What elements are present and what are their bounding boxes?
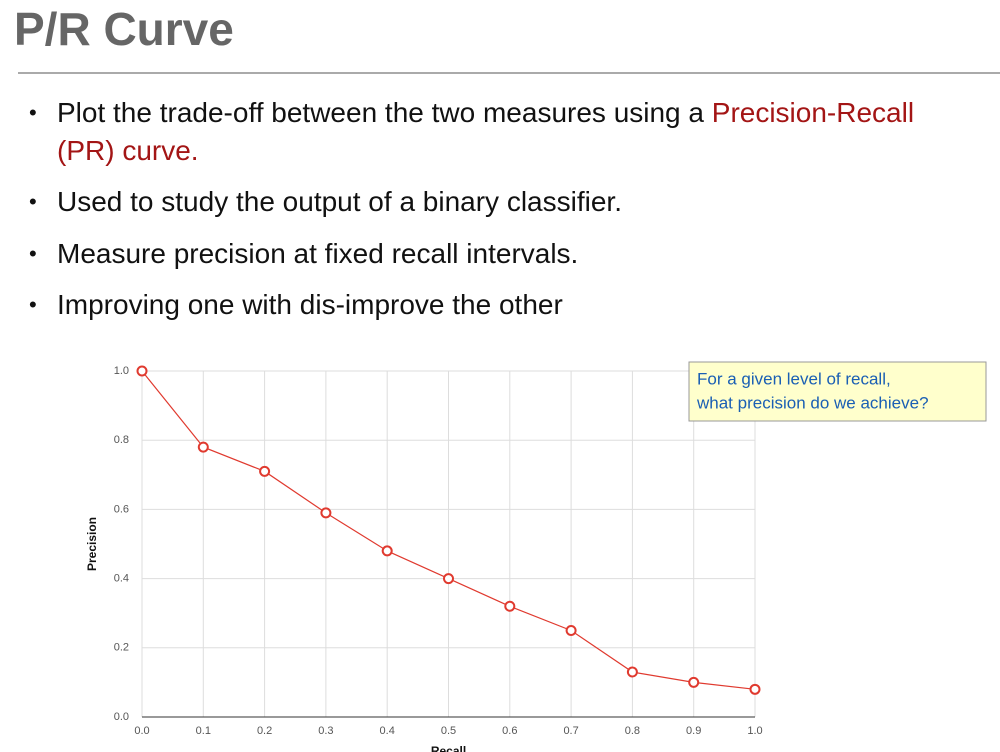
x-tick-label: 0.3 [318, 725, 333, 737]
point [136, 365, 148, 377]
point [320, 507, 332, 519]
point [197, 441, 209, 453]
point [626, 666, 638, 678]
y-tick-label: 0.2 [114, 642, 129, 654]
bullet: Used to study the output of a binary cla… [29, 183, 957, 221]
bullet-text: Used to study the output of a binary cla… [57, 186, 622, 217]
bullet: Improving one with dis-improve the other [29, 286, 957, 324]
bullet-highlight: Precision-Recall (PR) curve. [57, 97, 915, 166]
title-rule [18, 72, 1000, 74]
point [259, 465, 271, 477]
bullet-text: Plot the trade-off between the two measu… [57, 97, 712, 128]
y-tick-label: 1.0 [114, 365, 129, 377]
bullet-text: Improving one with dis-improve the other [57, 289, 563, 320]
point [688, 676, 700, 688]
y-tick-label: 0.6 [114, 503, 129, 515]
x-tick-label: 0.2 [257, 725, 272, 737]
y-tick-label: 0.8 [114, 434, 129, 446]
point [749, 683, 761, 695]
y-tick-label: 0.4 [114, 573, 129, 585]
annotation-box [688, 361, 987, 422]
annotation-text: For a given level of recall, [697, 369, 891, 388]
x-tick-label: 0.9 [686, 725, 701, 737]
bullet: Measure precision at fixed recall interv… [29, 235, 957, 273]
bullet: Plot the trade-off between the two measu… [29, 94, 947, 170]
y-tick-label: 0.0 [114, 711, 129, 723]
annotation-text: what precision do we achieve? [696, 393, 929, 412]
x-tick-label: 0.1 [196, 725, 211, 737]
point [443, 573, 454, 585]
x-tick-label: 0.7 [563, 725, 578, 737]
y-axis-label: Precision [85, 517, 99, 571]
x-tick-label: 0.0 [134, 725, 149, 737]
x-tick-label: 0.4 [380, 725, 395, 737]
point [565, 625, 577, 636]
point [381, 545, 393, 557]
point [504, 600, 516, 612]
x-tick-label: 1.0 [747, 725, 762, 737]
slide-title: P/R Curve [14, 3, 234, 55]
x-tick-label: 0.6 [502, 725, 517, 737]
x-tick-label: 0.5 [441, 725, 456, 737]
x-tick-label: 0.8 [625, 725, 640, 737]
x-axis-label: Recall [431, 744, 466, 752]
bullet-text: Measure precision at fixed recall interv… [57, 238, 579, 269]
